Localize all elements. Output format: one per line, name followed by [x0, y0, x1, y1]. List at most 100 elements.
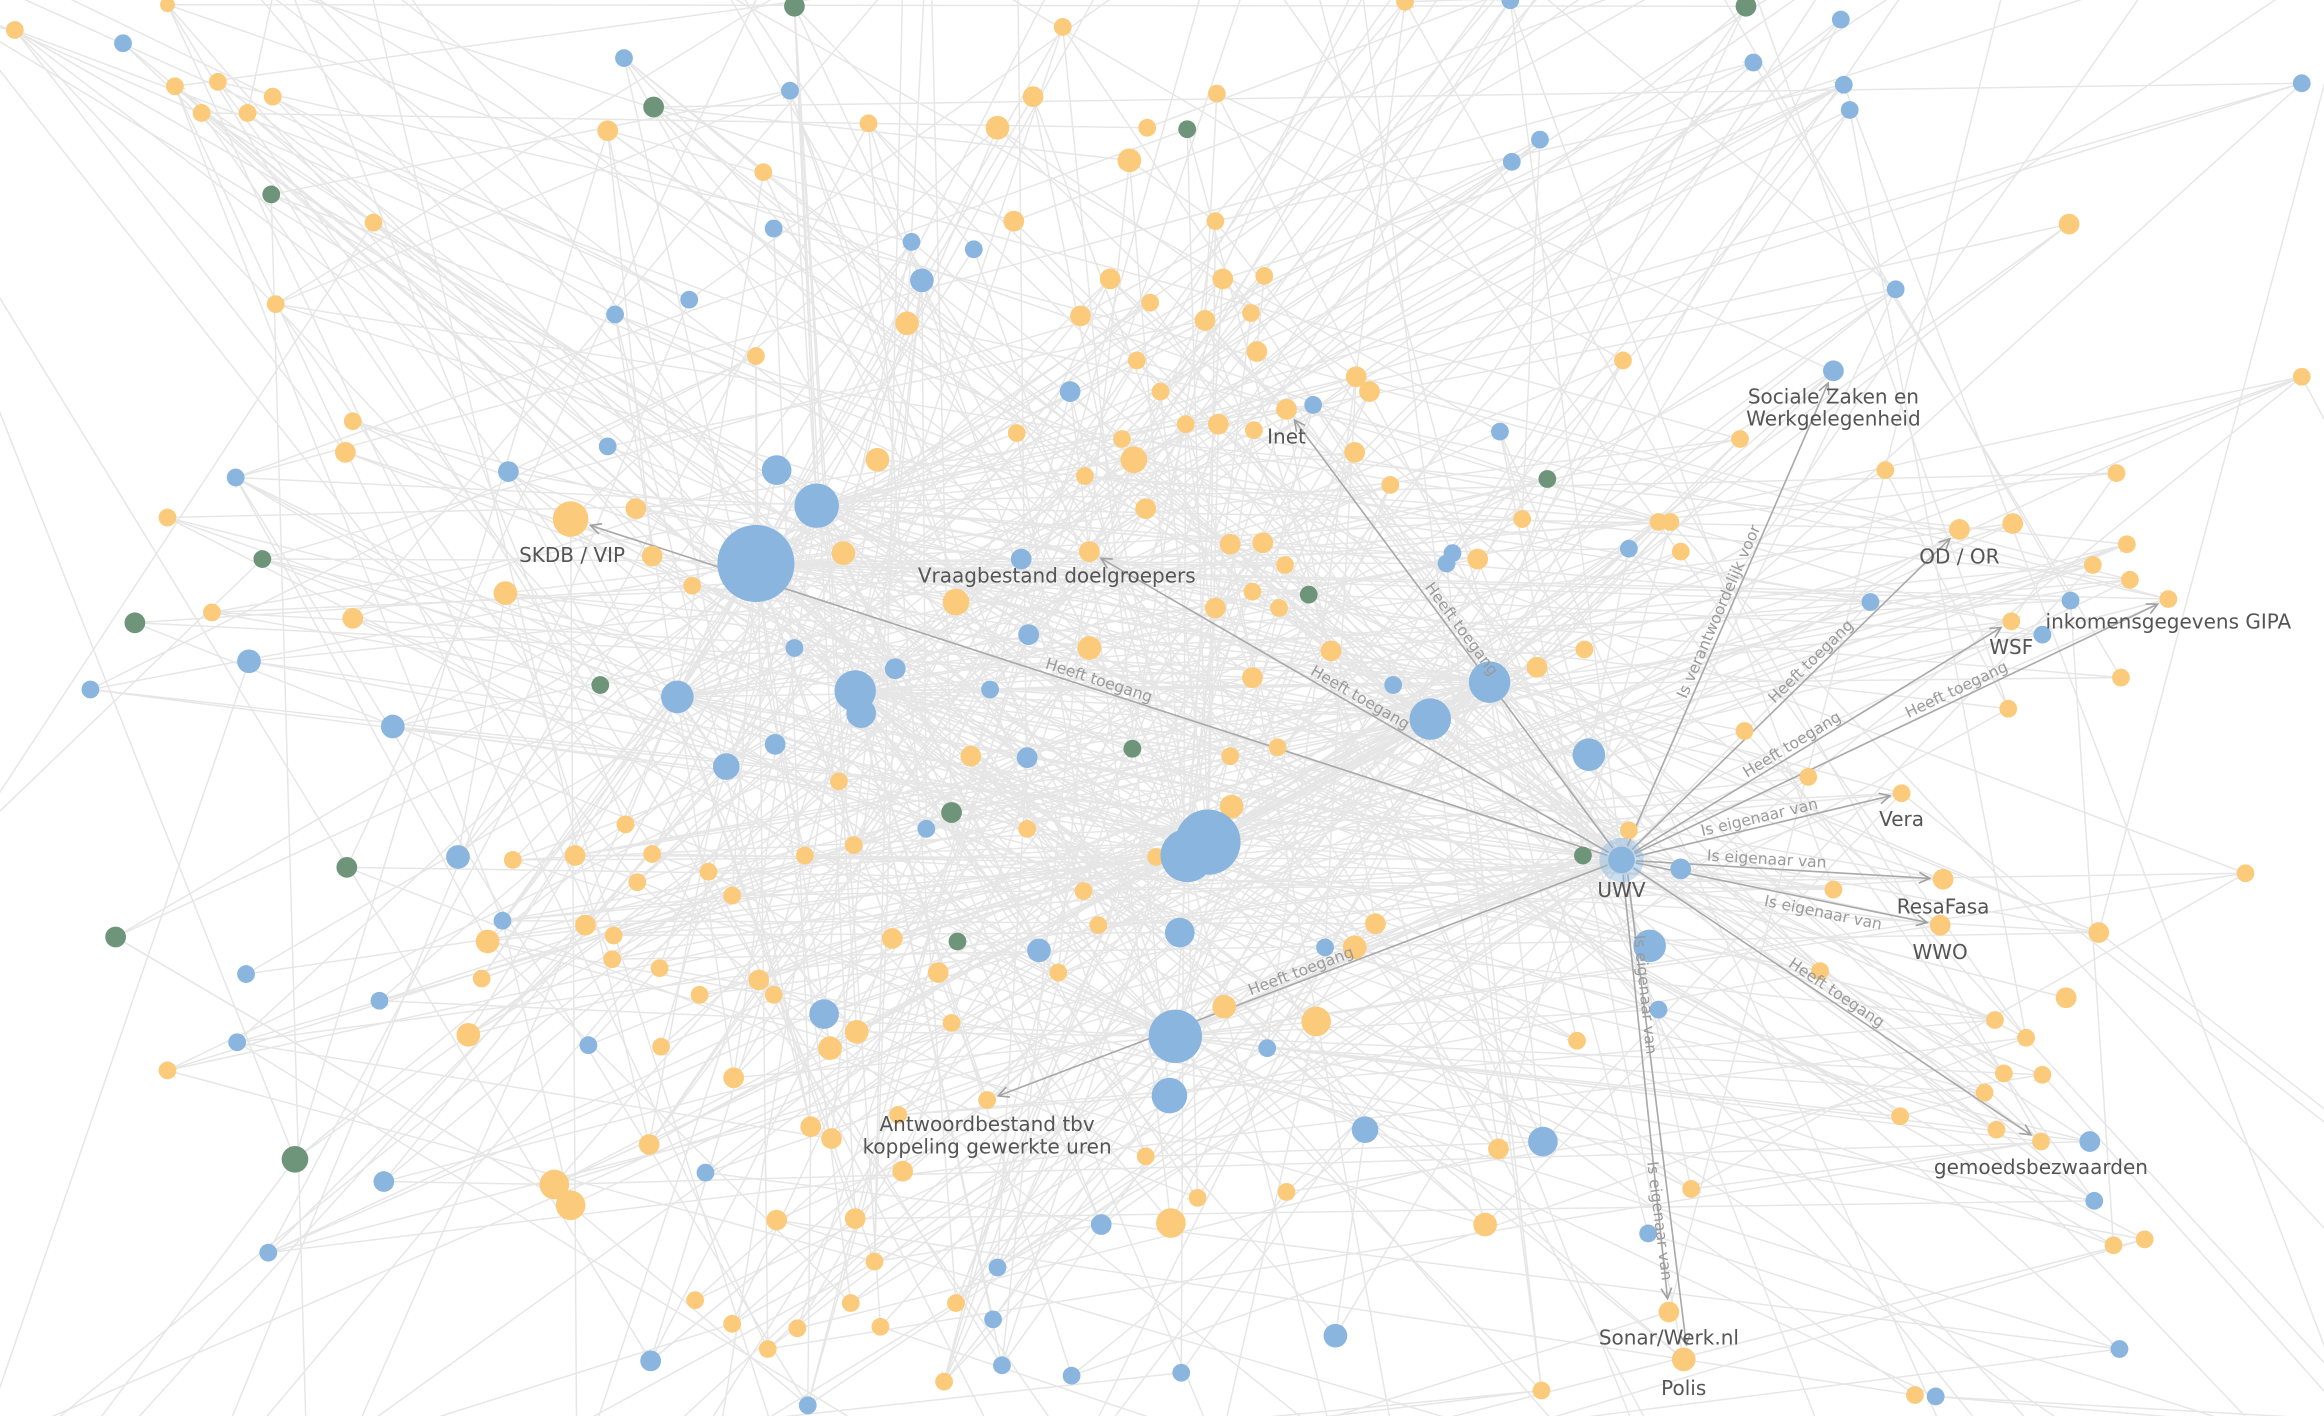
graph-node[interactable]: [1059, 381, 1081, 402]
graph-node[interactable]: [1528, 1126, 1558, 1157]
graph-node[interactable]: [503, 851, 522, 869]
graph-node[interactable]: [1164, 917, 1195, 948]
graph-node[interactable]: [493, 581, 518, 605]
graph-node[interactable]: [237, 649, 261, 674]
graph-node[interactable]: [81, 680, 100, 699]
graph-node[interactable]: [641, 545, 663, 567]
graph-node[interactable]: [1345, 366, 1367, 388]
graph-node[interactable]: [105, 926, 126, 948]
graph-node[interactable]: [643, 845, 662, 863]
graph-node[interactable]: [597, 120, 619, 142]
graph-node[interactable]: [1886, 280, 1905, 299]
graph-node[interactable]: [993, 1356, 1011, 1375]
graph-node[interactable]: [456, 1022, 481, 1047]
graph-node[interactable]: [652, 1037, 670, 1056]
graph-node[interactable]: [2033, 1065, 2052, 1084]
graph-node[interactable]: [643, 96, 664, 118]
graph-node[interactable]: [1246, 341, 1268, 362]
graph-node[interactable]: [2088, 922, 2110, 943]
graph-node[interactable]: [2058, 213, 2080, 235]
graph-node[interactable]: [871, 1317, 890, 1336]
graph-node[interactable]: [1304, 396, 1323, 414]
graph-node[interactable]: [761, 455, 792, 485]
graph-node[interactable]: [493, 911, 512, 930]
graph-node-inkomensgegevens-gipa[interactable]: [2159, 590, 2178, 608]
graph-node[interactable]: [1574, 846, 1592, 865]
graph-node[interactable]: [821, 1128, 842, 1149]
graph-node[interactable]: [1016, 747, 1038, 769]
graph-node-wwo[interactable]: [1929, 914, 1951, 936]
node-label-odor[interactable]: OD / OR: [1919, 544, 1999, 568]
graph-node[interactable]: [1467, 548, 1489, 570]
graph-node[interactable]: [1994, 1064, 2013, 1083]
graph-node[interactable]: [1219, 533, 1241, 555]
node-label-resafasa[interactable]: ResaFasa: [1897, 894, 1990, 918]
graph-node[interactable]: [498, 461, 519, 482]
graph-node[interactable]: [1513, 510, 1532, 528]
graph-node[interactable]: [764, 733, 786, 755]
graph-node[interactable]: [253, 550, 272, 568]
graph-node[interactable]: [841, 1294, 860, 1312]
graph-node[interactable]: [1141, 293, 1160, 312]
graph-node[interactable]: [1799, 768, 1818, 786]
graph-node[interactable]: [1151, 382, 1170, 401]
graph-node[interactable]: [475, 929, 500, 954]
graph-node[interactable]: [336, 856, 358, 878]
graph-node[interactable]: [1488, 1138, 1509, 1160]
graph-node[interactable]: [628, 873, 647, 892]
graph-node[interactable]: [2135, 1230, 2154, 1249]
graph-node[interactable]: [2083, 556, 2102, 574]
graph-node[interactable]: [844, 836, 863, 854]
graph-node[interactable]: [1188, 1188, 1207, 1207]
graph-node[interactable]: [1022, 86, 1044, 107]
relation-edge[interactable]: [998, 864, 1608, 1096]
graph-node[interactable]: [1136, 1147, 1155, 1166]
graph-node[interactable]: [1735, 722, 1754, 740]
graph-node[interactable]: [1138, 118, 1157, 137]
graph-node[interactable]: [1176, 415, 1195, 434]
graph-node[interactable]: [947, 1294, 965, 1312]
graph-node[interactable]: [1120, 446, 1148, 474]
relation-edge[interactable]: [1631, 539, 1950, 851]
graph-node[interactable]: [1049, 963, 1068, 982]
graph-node[interactable]: [830, 772, 848, 791]
graph-node[interactable]: [846, 698, 876, 729]
graph-node[interactable]: [1151, 1077, 1188, 1114]
graph-node[interactable]: [895, 311, 919, 336]
graph-node[interactable]: [942, 588, 970, 616]
graph-node[interactable]: [1258, 1039, 1277, 1058]
graph-node[interactable]: [696, 1163, 715, 1182]
graph-node[interactable]: [1351, 1116, 1379, 1144]
graph-node[interactable]: [1076, 467, 1094, 485]
graph-node[interactable]: [784, 0, 805, 17]
graph-node-vraagbestand-doelgroepers[interactable]: [1079, 541, 1100, 563]
graph-node[interactable]: [981, 680, 999, 699]
graph-node[interactable]: [1178, 120, 1197, 139]
graph-node[interactable]: [1147, 848, 1165, 866]
graph-node[interactable]: [237, 965, 255, 983]
graph-node-sonar-werk-nl[interactable]: [1658, 1301, 1680, 1323]
graph-node[interactable]: [1926, 1387, 1945, 1406]
graph-node-uwv[interactable]: [1608, 846, 1635, 874]
graph-node[interactable]: [686, 1291, 705, 1310]
graph-node[interactable]: [766, 1209, 788, 1231]
graph-node[interactable]: [364, 213, 383, 232]
graph-node[interactable]: [266, 295, 285, 314]
graph-node[interactable]: [158, 1061, 177, 1080]
graph-node[interactable]: [809, 999, 839, 1029]
graph-node[interactable]: [1207, 84, 1226, 103]
graph-node[interactable]: [604, 926, 623, 945]
graph-node[interactable]: [1502, 152, 1521, 171]
graph-node[interactable]: [800, 1116, 822, 1138]
graph-node[interactable]: [1639, 1224, 1658, 1243]
graph-node-wsf[interactable]: [2002, 612, 2021, 631]
relation-edge[interactable]: [1633, 867, 2031, 1135]
graph-node[interactable]: [748, 969, 770, 991]
graph-node[interactable]: [865, 1252, 884, 1271]
graph-node[interactable]: [794, 483, 839, 528]
graph-node[interactable]: [114, 34, 132, 53]
graph-node[interactable]: [2055, 987, 2077, 1009]
node-label-inet[interactable]: Inet: [1267, 424, 1306, 448]
graph-node[interactable]: [889, 1105, 908, 1124]
graph-node[interactable]: [1117, 148, 1142, 173]
